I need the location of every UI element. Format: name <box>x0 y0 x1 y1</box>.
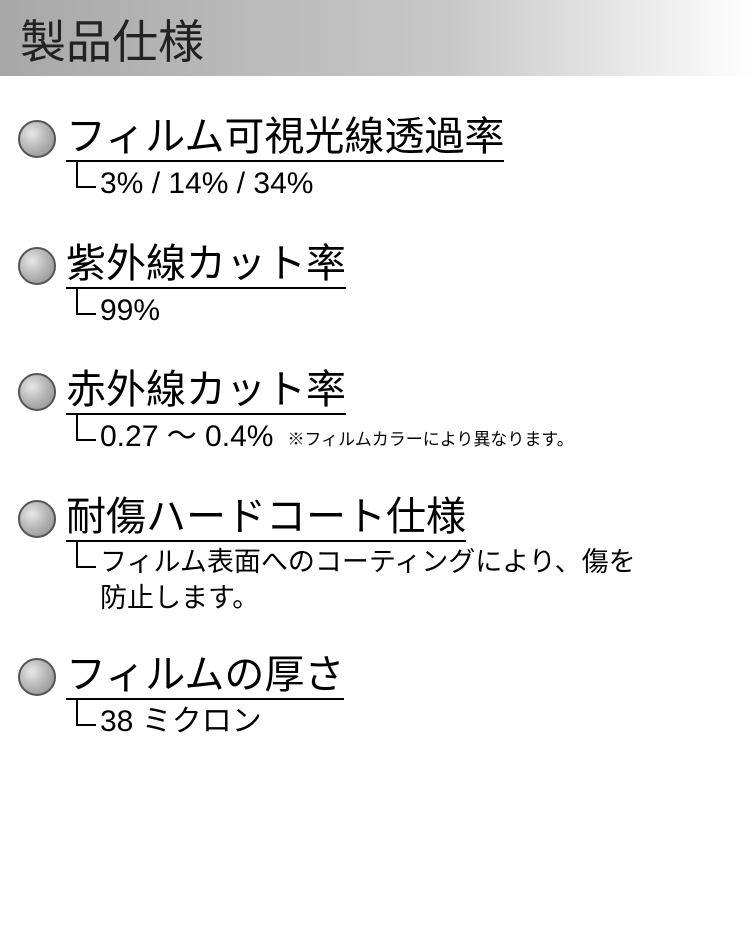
spec-row: 赤外線カット率 <box>18 367 740 415</box>
spec-value: 0.27 〜 0.4% <box>100 417 273 458</box>
spec-title: フィルム可視光線透過率 <box>66 114 504 162</box>
bullet-icon <box>18 247 56 285</box>
elbow-icon <box>76 542 96 568</box>
spec-item: 紫外線カット率 99% <box>18 241 740 332</box>
spec-detail: フィルム表面へのコーティングにより、傷を防止します。 <box>76 544 740 617</box>
spec-note: ※フィルムカラーにより異なります。 <box>287 425 573 450</box>
spec-list: フィルム可視光線透過率 3% / 14% / 34% 紫外線カット率 99% 赤… <box>0 114 750 743</box>
spec-value-wrap: 0.27 〜 0.4% ※フィルムカラーにより異なります。 <box>100 417 574 458</box>
spec-value: フィルム表面へのコーティングにより、傷を防止します。 <box>100 544 660 617</box>
spec-value: 99% <box>100 291 160 332</box>
spec-title: フィルムの厚さ <box>66 652 344 700</box>
spec-row: 耐傷ハードコート仕様 <box>18 494 740 542</box>
spec-item: 赤外線カット率 0.27 〜 0.4% ※フィルムカラーにより異なります。 <box>18 367 740 458</box>
spec-title: 赤外線カット率 <box>66 367 346 415</box>
header-bar: 製品仕様 <box>0 0 750 76</box>
spec-value: 3% / 14% / 34% <box>100 164 313 205</box>
spec-detail: 0.27 〜 0.4% ※フィルムカラーにより異なります。 <box>76 417 740 458</box>
spec-title: 耐傷ハードコート仕様 <box>66 494 466 542</box>
elbow-icon <box>76 289 96 315</box>
bullet-icon <box>18 373 56 411</box>
page-title: 製品仕様 <box>20 6 730 72</box>
spec-value: 38 ミクロン <box>100 702 262 743</box>
spec-row: 紫外線カット率 <box>18 241 740 289</box>
spec-detail: 3% / 14% / 34% <box>76 164 740 205</box>
bullet-icon <box>18 500 56 538</box>
spec-item: 耐傷ハードコート仕様 フィルム表面へのコーティングにより、傷を防止します。 <box>18 494 740 617</box>
elbow-icon <box>76 700 96 726</box>
spec-title: 紫外線カット率 <box>66 241 346 289</box>
spec-item: フィルムの厚さ 38 ミクロン <box>18 652 740 743</box>
spec-detail: 99% <box>76 291 740 332</box>
bullet-icon <box>18 658 56 696</box>
spec-detail: 38 ミクロン <box>76 702 740 743</box>
elbow-icon <box>76 162 96 188</box>
spec-row: フィルム可視光線透過率 <box>18 114 740 162</box>
elbow-icon <box>76 415 96 441</box>
bullet-icon <box>18 120 56 158</box>
spec-item: フィルム可視光線透過率 3% / 14% / 34% <box>18 114 740 205</box>
spec-row: フィルムの厚さ <box>18 652 740 700</box>
